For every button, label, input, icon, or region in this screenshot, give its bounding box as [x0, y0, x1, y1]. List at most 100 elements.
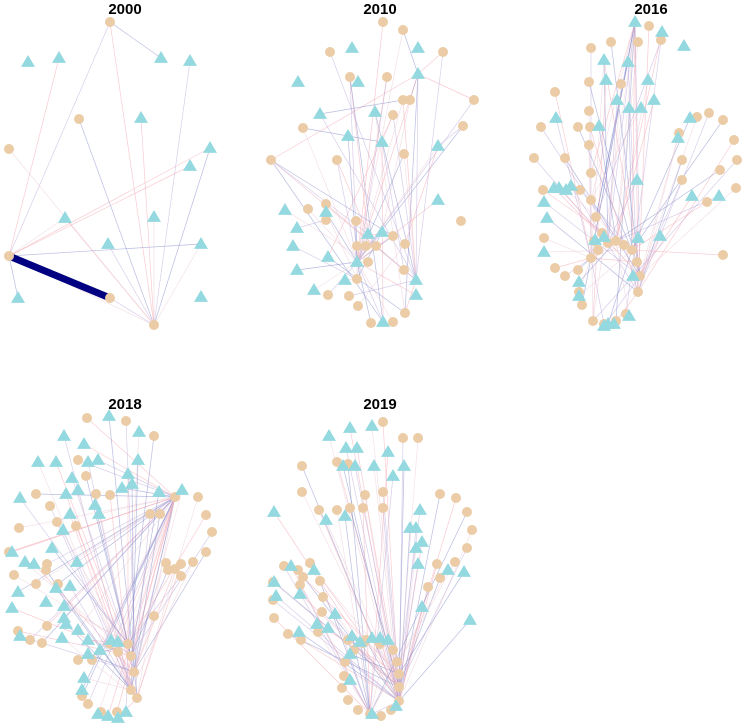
edge: [415, 73, 419, 281]
triangle-node: [463, 613, 477, 625]
circle-node: [161, 558, 171, 568]
triangle-node: [91, 453, 105, 465]
circle-node: [677, 155, 687, 165]
edge: [359, 641, 400, 702]
triangle-node: [365, 707, 379, 719]
triangle-node: [81, 633, 95, 645]
circle-node: [438, 47, 448, 57]
edge: [83, 677, 132, 691]
circle-node: [378, 17, 388, 27]
circle-node: [644, 21, 654, 31]
triangle-node: [339, 441, 353, 453]
circle-node: [462, 507, 472, 517]
triangle-node: [350, 441, 364, 453]
circle-node: [353, 301, 363, 311]
edge: [19, 497, 129, 645]
triangle-node: [367, 459, 381, 471]
edge: [334, 613, 371, 715]
edge: [130, 561, 194, 691]
triangle-node: [56, 523, 70, 535]
triangle-node: [321, 250, 335, 262]
circle-node: [591, 212, 601, 222]
triangle-node: [601, 317, 615, 329]
circle-node: [41, 565, 51, 575]
panel-2019: 2019: [267, 396, 477, 721]
edge: [127, 514, 207, 645]
circle-node: [315, 576, 325, 586]
triangle-node: [537, 195, 551, 207]
circle-node: [656, 35, 666, 45]
circle-node: [586, 168, 596, 178]
edge: [603, 59, 609, 244]
panel-2016: 2016: [529, 1, 742, 331]
edge: [296, 261, 358, 271]
edge: [313, 261, 358, 291]
circle-node: [52, 517, 62, 527]
edge: [356, 261, 417, 296]
edge: [404, 145, 439, 245]
edge: [382, 491, 400, 688]
triangle-node: [671, 131, 685, 143]
triangle-node: [57, 429, 71, 441]
panel-title-2019: 2019: [363, 396, 396, 413]
triangle-node: [21, 55, 35, 67]
circle-node: [378, 503, 388, 513]
edge: [107, 496, 176, 717]
triangle-node: [88, 498, 102, 510]
circle-node: [399, 265, 409, 275]
circle-node: [388, 110, 398, 120]
edge: [116, 496, 176, 713]
circle-node: [732, 155, 742, 165]
edge: [69, 585, 132, 691]
edge: [398, 509, 421, 675]
circle-node: [74, 114, 84, 124]
triangle-node: [381, 445, 395, 457]
edge: [415, 51, 444, 281]
edge: [590, 257, 638, 263]
edge: [8, 57, 60, 257]
triangle-node: [345, 41, 359, 53]
edge: [615, 21, 636, 322]
triangle-node: [65, 471, 79, 483]
triangle-node: [588, 233, 602, 245]
triangle-node: [291, 75, 305, 87]
circle-node: [266, 155, 276, 165]
triangle-node: [286, 239, 300, 251]
circle-node: [105, 490, 115, 500]
edge: [8, 21, 111, 257]
edge: [417, 73, 475, 101]
edge: [603, 275, 641, 327]
triangle-node: [134, 111, 148, 123]
circle-node: [298, 572, 308, 582]
edge: [369, 569, 449, 715]
triangle-node: [55, 631, 69, 643]
circle-node: [340, 657, 350, 667]
edge: [318, 509, 400, 702]
circle-node: [560, 153, 570, 163]
circle-node: [450, 557, 460, 567]
triangle-node: [319, 513, 333, 525]
edge: [345, 447, 400, 702]
circle-node: [31, 489, 41, 499]
edge: [97, 496, 176, 715]
edge: [639, 116, 698, 277]
triangle-node: [376, 315, 390, 327]
edge: [356, 199, 439, 263]
circle-node: [337, 683, 347, 693]
edge: [369, 475, 394, 715]
edge: [615, 169, 721, 242]
edge: [8, 217, 66, 257]
triangle-node: [194, 290, 208, 302]
edge: [540, 126, 617, 242]
triangle-node: [49, 581, 63, 593]
circle-node: [729, 135, 739, 145]
triangle-node: [628, 15, 642, 27]
triangle-node: [341, 129, 355, 141]
triangle-node: [397, 459, 411, 471]
circle-node: [145, 509, 155, 519]
triangle-node: [290, 263, 304, 275]
edge: [356, 76, 388, 263]
circle-node: [363, 257, 373, 267]
triangle-node: [49, 455, 63, 467]
edge: [319, 113, 417, 281]
